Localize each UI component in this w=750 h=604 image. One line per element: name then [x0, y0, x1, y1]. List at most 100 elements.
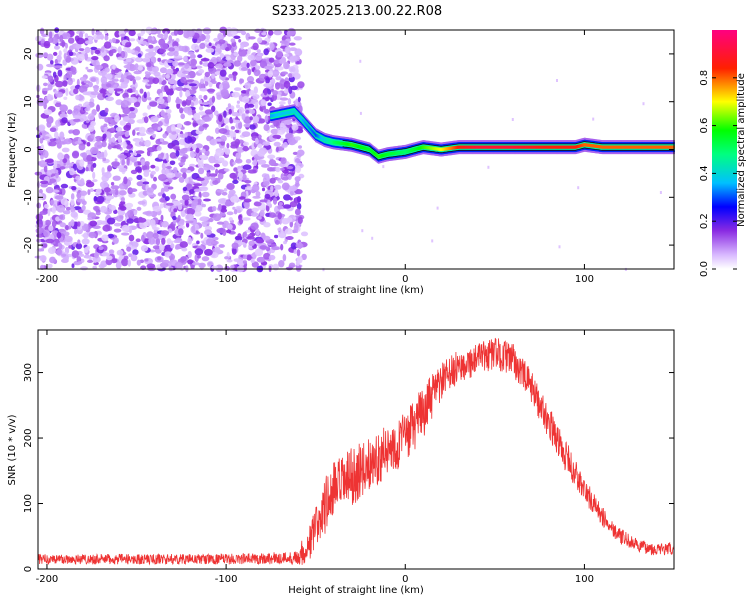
ridge-cell [591, 144, 594, 148]
ridge-cell [316, 134, 319, 138]
ridge-cell [463, 145, 466, 149]
noise-speck [209, 173, 218, 178]
ridge-cell [573, 145, 576, 149]
noise-speck [271, 71, 280, 75]
ridge-cell [573, 145, 575, 149]
noise-speck [78, 143, 86, 151]
noise-speck [293, 224, 299, 232]
noise-speck [166, 125, 173, 134]
noise-speck [110, 181, 115, 186]
noise-speck [245, 110, 250, 114]
noise-speck [277, 129, 286, 135]
noise-speck [205, 47, 215, 53]
noise-speck [293, 216, 297, 220]
snr-panel: -200 -100 0 100 0 100 200 300 Height of straig… [7, 329, 675, 596]
ridge-cell [620, 145, 622, 149]
noise-speck [234, 129, 240, 134]
noise-speck [159, 203, 164, 209]
noise-speck [201, 203, 206, 208]
noise-speck [47, 93, 52, 101]
ridge-cell [529, 145, 531, 149]
ridge-cell [483, 145, 485, 149]
noise-speck [137, 200, 146, 205]
noise-speck [105, 195, 115, 200]
noise-speck [78, 85, 88, 93]
noise-speck [195, 147, 200, 154]
ridge-cell [587, 143, 589, 147]
noise-speck [114, 114, 120, 123]
noise-speck [126, 75, 135, 80]
noise-speck [249, 116, 253, 121]
ridge-cell [416, 147, 418, 151]
noise-speck [272, 263, 279, 271]
ridge-cell [654, 145, 657, 149]
ridge-cell [582, 143, 585, 147]
noise-speck [165, 205, 170, 209]
ridge-cell [455, 145, 458, 150]
ridge-cell [637, 145, 640, 149]
ridge-cell [271, 114, 273, 118]
noise-speck [250, 59, 257, 67]
noise-speck [105, 83, 112, 88]
noise-speck [73, 118, 81, 123]
noise-speck [297, 216, 303, 224]
noise-speck [235, 152, 242, 159]
ridge-cell [342, 142, 345, 146]
ridge-cell [618, 145, 621, 149]
noise-speck [61, 32, 71, 40]
noise-speck [184, 177, 189, 184]
noise-speck [122, 106, 131, 115]
noise-speck [50, 60, 54, 65]
noise-speck [111, 258, 118, 264]
ridge-cell [648, 145, 650, 149]
noise-speck [65, 42, 68, 49]
ridge-cell [588, 143, 590, 147]
noise-speck [184, 199, 189, 206]
ridge-cell [622, 145, 624, 149]
noise-speck [264, 108, 270, 114]
noise-speck [70, 193, 75, 200]
noise-speck [73, 88, 79, 95]
ridge-cell [563, 145, 565, 149]
ridge-cell [522, 145, 525, 149]
ridge-cell [541, 145, 544, 149]
noise-speck [290, 85, 298, 91]
noise-speck [149, 39, 158, 44]
noise-speck [142, 112, 148, 117]
noise-speck [164, 85, 169, 93]
noise-speck [75, 43, 82, 50]
ridge-cell [560, 145, 562, 149]
noise-speck [175, 96, 180, 104]
noise-speck [100, 76, 108, 84]
noise-speck [184, 135, 193, 144]
noise-speck [44, 204, 49, 209]
noise-speck [76, 37, 85, 45]
noise-speck [262, 141, 271, 146]
noise-speck [120, 73, 124, 82]
noise-speck [36, 98, 46, 107]
noise-speck [280, 157, 287, 165]
ridge-cell [524, 145, 527, 149]
noise-speck [106, 255, 113, 261]
noise-speck [218, 128, 228, 134]
ridge-cell [601, 145, 604, 149]
noise-speck [209, 138, 218, 146]
noise-speck [223, 110, 227, 118]
ridge-cell [628, 145, 631, 149]
noise-speck [54, 45, 60, 50]
noise-speck [39, 255, 47, 262]
ridge-cell [359, 145, 362, 149]
ridge-cell [607, 145, 610, 149]
noise-speck [100, 151, 105, 158]
noise-speck [123, 176, 128, 185]
noise-speck [243, 198, 252, 203]
ridge-cell [412, 148, 415, 152]
noise-speck [53, 65, 63, 69]
noise-speck [210, 176, 216, 181]
noise-speck [121, 258, 129, 267]
noise-speck [359, 59, 362, 63]
noise-speck [61, 253, 67, 257]
noise-speck [87, 113, 95, 121]
ridge-cell [292, 109, 295, 113]
noise-speck [120, 100, 130, 108]
